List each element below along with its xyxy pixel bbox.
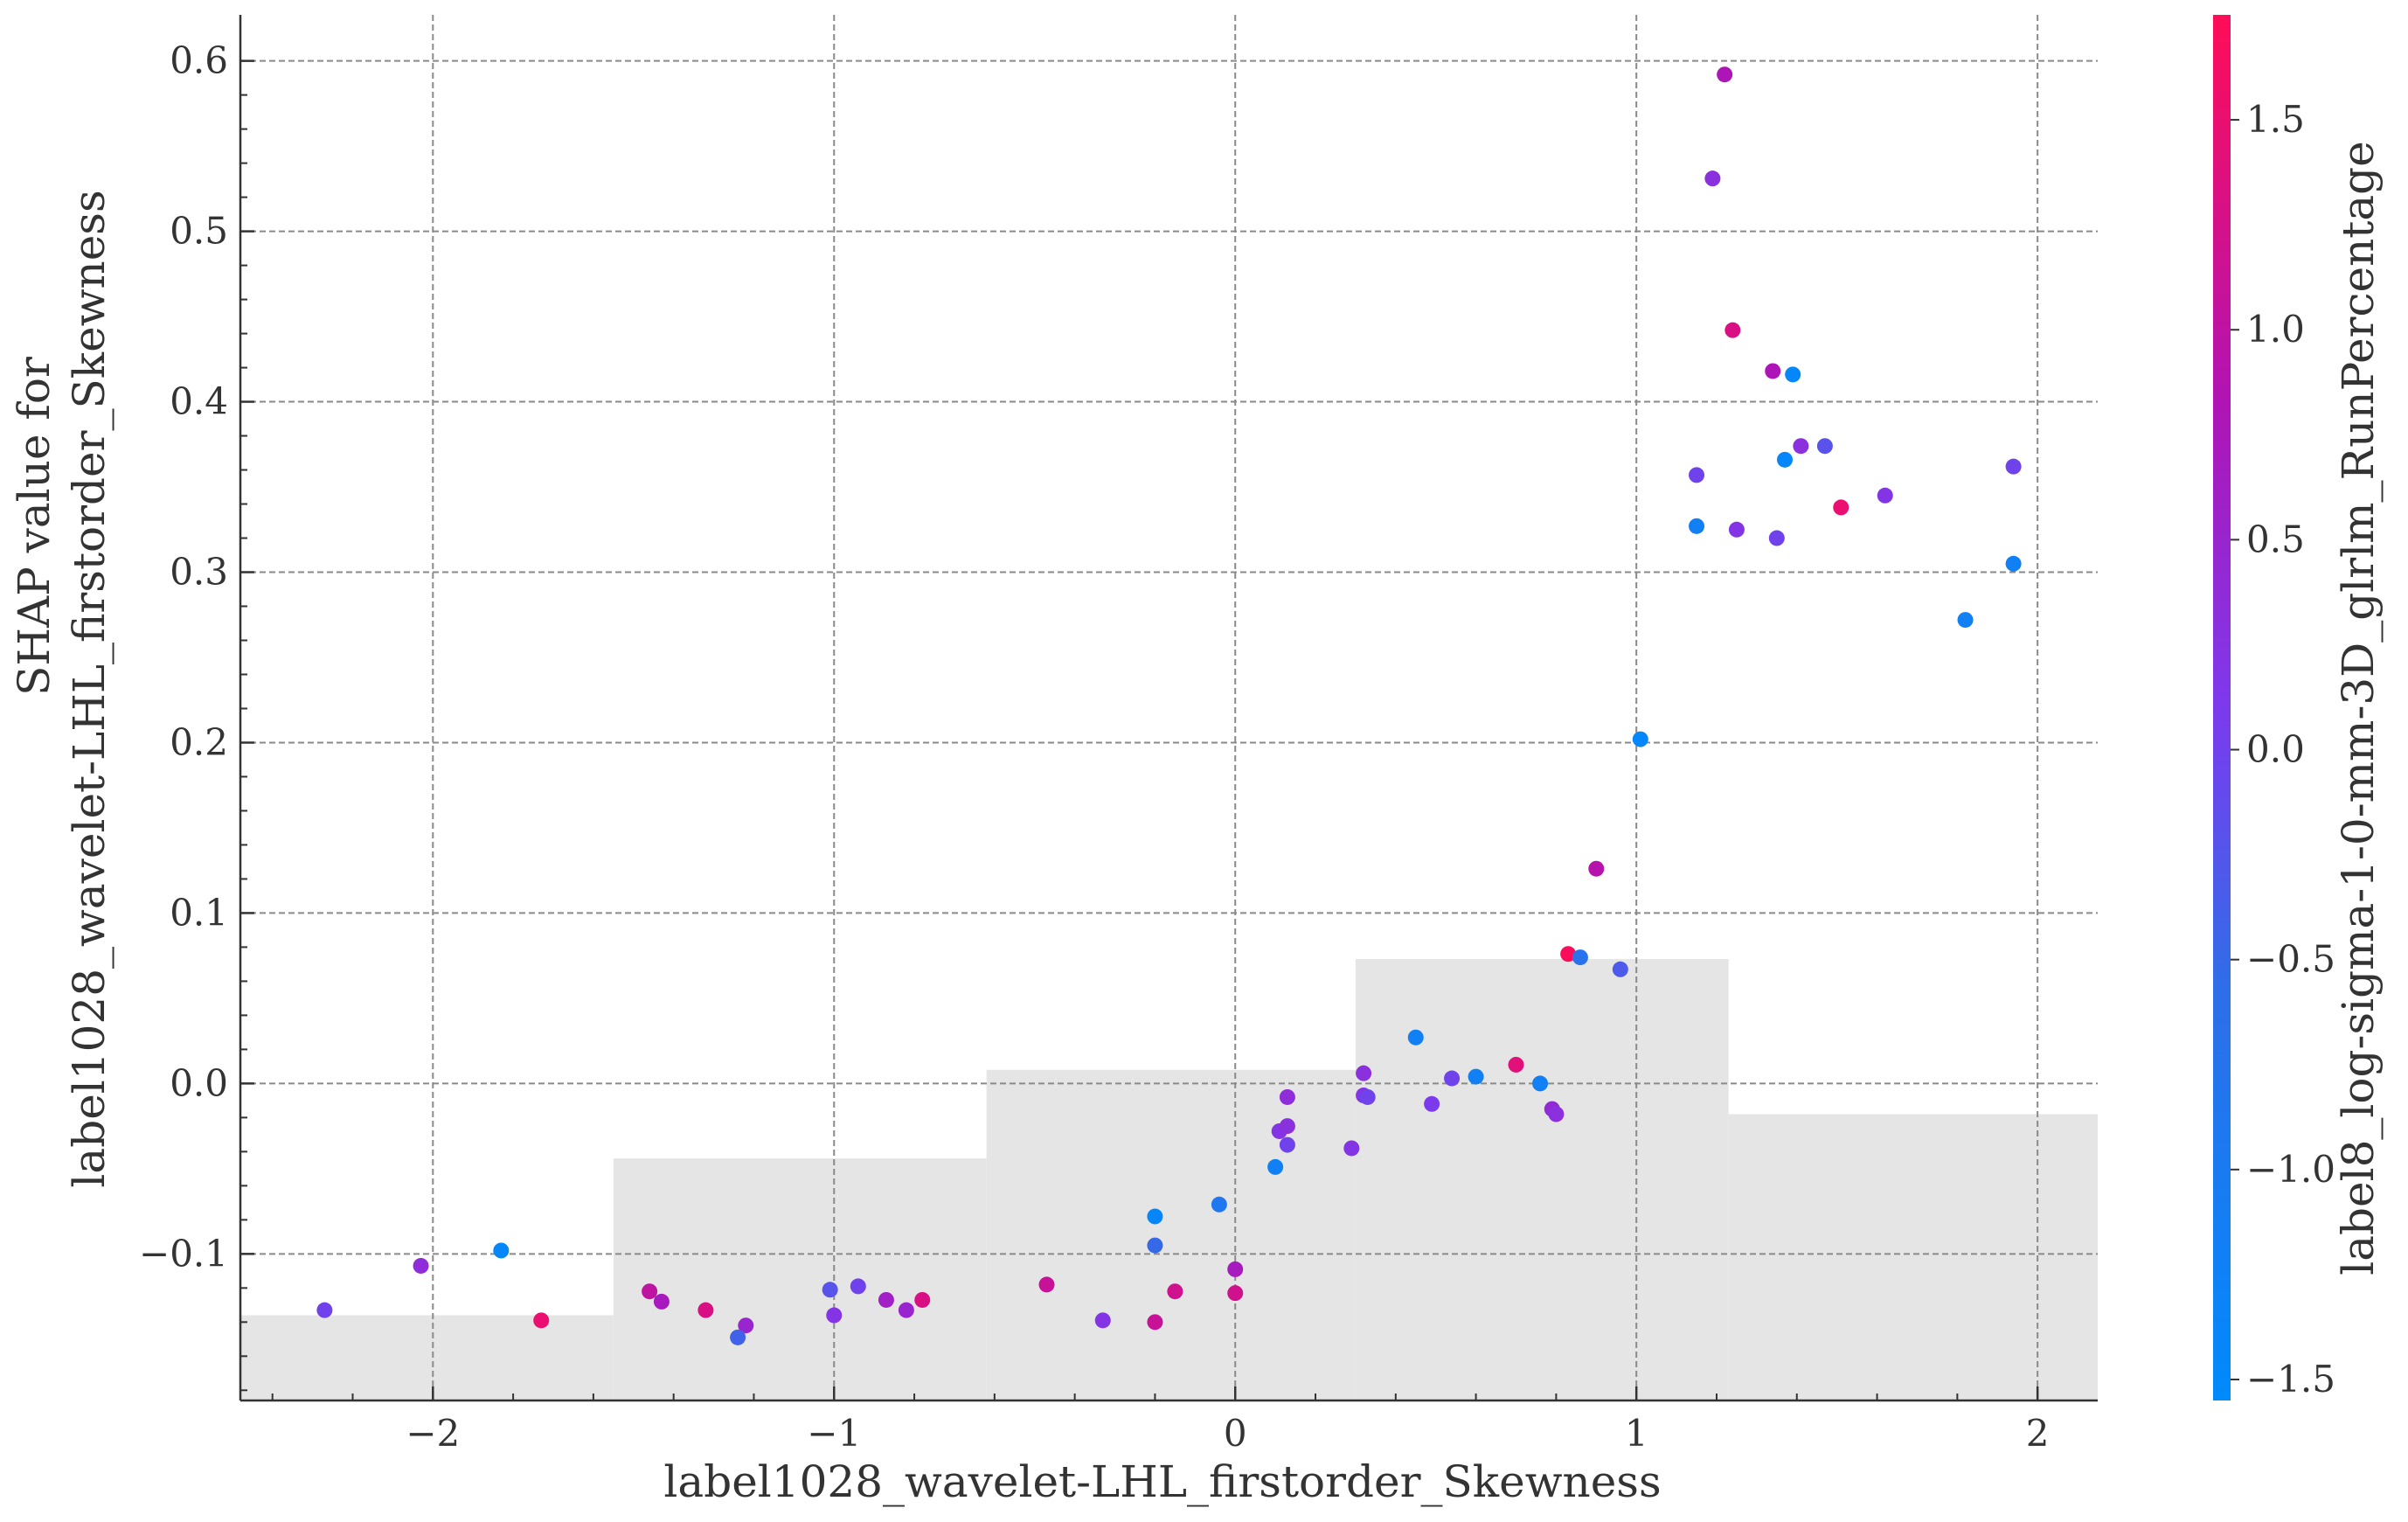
scatter-point <box>878 1291 894 1308</box>
scatter-point <box>1267 1158 1284 1175</box>
histogram-bar <box>1355 959 1729 1400</box>
scatter-point <box>1724 322 1741 338</box>
feature-histogram <box>240 959 2098 1400</box>
scatter-point <box>1279 1136 1295 1153</box>
scatter-point <box>1468 1068 1484 1085</box>
scatter-point <box>2005 555 2022 572</box>
scatter-point <box>1689 467 1705 483</box>
colorbar-tick-label: −1.5 <box>2246 1358 2335 1400</box>
y-tick-label: 0.4 <box>170 380 228 423</box>
y-tick-label: 0.3 <box>170 551 228 594</box>
scatter-point <box>1548 1106 1565 1122</box>
y-tick-label: 0.5 <box>170 210 228 253</box>
x-axis-title: label1028_wavelet-LHL_firstorder_Skewnes… <box>663 1456 1661 1507</box>
scatter-point <box>1785 366 1801 383</box>
scatter-point <box>697 1302 714 1318</box>
y-tick-label: 0.0 <box>170 1061 228 1104</box>
scatter-point <box>1728 521 1745 538</box>
histogram-bar <box>240 1315 614 1400</box>
scatter-point <box>1588 860 1605 877</box>
scatter-point <box>1957 612 1974 629</box>
axes <box>239 15 2098 1402</box>
scatter-point <box>1833 499 1849 516</box>
colorbar-ticks: −1.5 −1.0 −0.5 0.0 0.5 1.0 1.5 <box>2231 98 2335 1400</box>
y-tick-label: −0.1 <box>139 1232 228 1275</box>
tick-labels: −2 −1 0 1 2 −0.1 0.0 0.1 0.2 0.3 0.4 0.5 0.6 <box>139 39 2050 1455</box>
scatter-point <box>730 1329 746 1345</box>
scatter-point <box>1147 1314 1163 1331</box>
colorbar-tick-label: −1.0 <box>2246 1148 2335 1191</box>
scatter-point <box>653 1293 670 1310</box>
scatter-point <box>1038 1276 1055 1293</box>
scatter-point <box>1227 1285 1244 1302</box>
scatter-point <box>493 1242 510 1259</box>
scatter-point <box>914 1291 931 1308</box>
colorbar <box>2213 15 2231 1400</box>
scatter-point <box>1560 946 1577 963</box>
y-tick-label: 0.6 <box>170 39 228 82</box>
scatter-point <box>850 1278 866 1295</box>
scatter-point <box>1227 1261 1244 1277</box>
scatter-point <box>1765 363 1781 379</box>
scatter-point <box>738 1317 754 1334</box>
scatter-point <box>1147 1208 1163 1225</box>
scatter-point <box>1279 1088 1295 1105</box>
scatter-point <box>1424 1095 1440 1112</box>
scatter-point <box>533 1312 550 1329</box>
scatter-point <box>1532 1075 1549 1092</box>
scatter-point <box>1094 1312 1111 1329</box>
scatter-point <box>2005 458 2022 475</box>
colorbar-tick-label: 1.5 <box>2246 98 2305 141</box>
scatter-point <box>1612 961 1628 977</box>
scatter-point <box>642 1283 658 1300</box>
scatter-points <box>316 66 2022 1345</box>
scatter-point <box>1444 1070 1461 1087</box>
y-axis-title-line1: SHAP value for <box>9 357 59 696</box>
scatter-point <box>1211 1196 1227 1213</box>
x-tick-label: −1 <box>807 1412 861 1455</box>
y-axis-title-line2: label1028_wavelet-LHL_firstorder_Skewnes… <box>64 190 115 1187</box>
histogram-bar <box>613 1158 987 1400</box>
colorbar-title: label8_log-sigma-1-0-mm-3D_glrlm_RunPerc… <box>2333 141 2384 1275</box>
x-tick-label: 0 <box>1224 1412 1247 1455</box>
x-tick-label: 2 <box>2026 1412 2050 1455</box>
scatter-point <box>1356 1065 1372 1081</box>
scatter-point <box>413 1257 429 1274</box>
scatter-point <box>1877 487 1893 504</box>
scatter-point <box>1147 1237 1163 1254</box>
colorbar-tick-label: 0.5 <box>2246 518 2305 560</box>
scatter-point <box>1777 451 1794 468</box>
scatter-point <box>826 1307 843 1324</box>
scatter-point <box>1768 530 1785 546</box>
scatter-point <box>1632 731 1648 747</box>
y-tick-label: 0.1 <box>170 891 228 934</box>
colorbar-tick-label: 0.0 <box>2246 728 2305 771</box>
scatter-point <box>1689 518 1705 534</box>
scatter-point <box>1279 1118 1295 1135</box>
scatter-point <box>1717 66 1733 83</box>
scatter-point <box>316 1302 333 1318</box>
scatter-point <box>1167 1283 1183 1300</box>
scatter-point <box>1508 1056 1524 1073</box>
scatter-point <box>1793 438 1809 455</box>
scatter-point <box>1816 438 1833 455</box>
colorbar-tick-label: 1.0 <box>2246 308 2305 351</box>
histogram-bar <box>986 1069 1356 1400</box>
scatter-point <box>1343 1140 1360 1157</box>
scatter-point <box>898 1302 914 1318</box>
histogram-bar <box>1728 1114 2098 1400</box>
x-tick-label: 1 <box>1625 1412 1648 1455</box>
scatter-point <box>1572 949 1588 966</box>
y-tick-label: 0.2 <box>170 720 228 763</box>
grid <box>240 15 2098 1400</box>
colorbar-tick-label: −0.5 <box>2246 938 2335 981</box>
scatter-point <box>1704 170 1721 187</box>
scatter-point <box>1407 1029 1424 1046</box>
x-tick-label: −2 <box>406 1412 460 1455</box>
scatter-point <box>1359 1088 1376 1105</box>
scatter-point <box>822 1282 838 1298</box>
